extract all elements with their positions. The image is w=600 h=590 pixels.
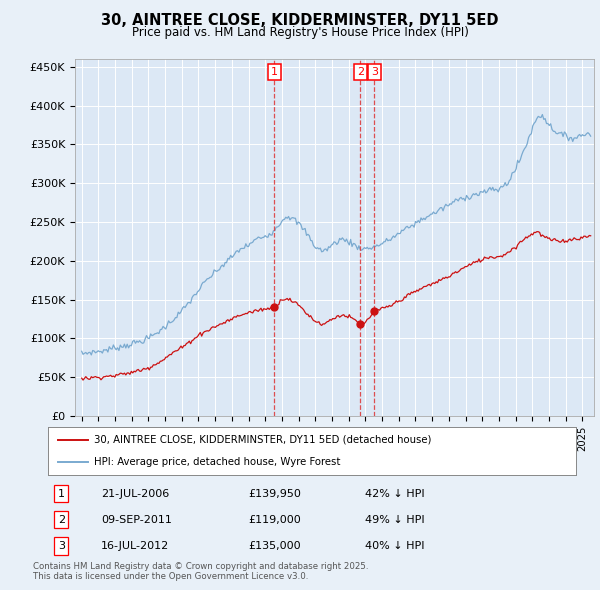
Text: £135,000: £135,000: [248, 541, 301, 551]
Text: 16-JUL-2012: 16-JUL-2012: [101, 541, 169, 551]
Text: 30, AINTREE CLOSE, KIDDERMINSTER, DY11 5ED (detached house): 30, AINTREE CLOSE, KIDDERMINSTER, DY11 5…: [94, 435, 431, 445]
Text: 49% ↓ HPI: 49% ↓ HPI: [365, 514, 424, 525]
Text: 1: 1: [271, 67, 278, 77]
Text: HPI: Average price, detached house, Wyre Forest: HPI: Average price, detached house, Wyre…: [94, 457, 340, 467]
Text: 30, AINTREE CLOSE, KIDDERMINSTER, DY11 5ED: 30, AINTREE CLOSE, KIDDERMINSTER, DY11 5…: [101, 13, 499, 28]
Text: 09-SEP-2011: 09-SEP-2011: [101, 514, 172, 525]
Text: 42% ↓ HPI: 42% ↓ HPI: [365, 489, 424, 499]
Text: 1: 1: [58, 489, 65, 499]
Text: 40% ↓ HPI: 40% ↓ HPI: [365, 541, 424, 551]
Text: 21-JUL-2006: 21-JUL-2006: [101, 489, 169, 499]
Text: 3: 3: [58, 541, 65, 551]
Text: Contains HM Land Registry data © Crown copyright and database right 2025.
This d: Contains HM Land Registry data © Crown c…: [33, 562, 368, 581]
Text: 2: 2: [58, 514, 65, 525]
Text: 2: 2: [356, 67, 364, 77]
Text: Price paid vs. HM Land Registry's House Price Index (HPI): Price paid vs. HM Land Registry's House …: [131, 26, 469, 39]
Text: £139,950: £139,950: [248, 489, 302, 499]
Text: 3: 3: [371, 67, 378, 77]
Text: £119,000: £119,000: [248, 514, 301, 525]
